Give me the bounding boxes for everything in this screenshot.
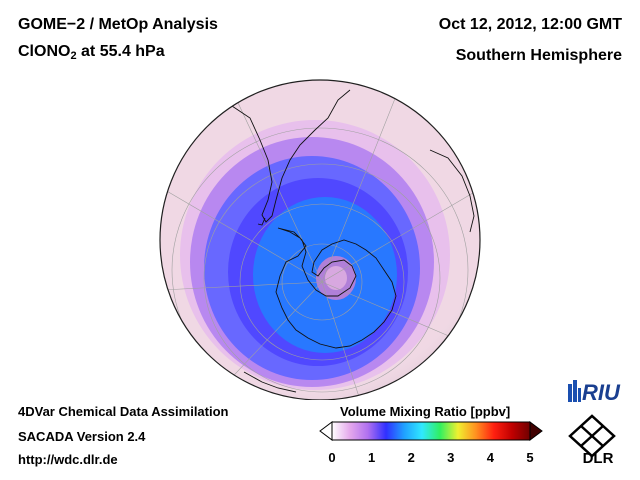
- riu-logo-text: RIU: [582, 380, 621, 405]
- species-level: at 55.4 hPa: [76, 43, 165, 60]
- footer-method: 4DVar Chemical Data Assimilation: [18, 404, 229, 419]
- footer-version: SACADA Version 2.4: [18, 429, 146, 444]
- dlr-logo: DLR: [568, 414, 616, 466]
- colorbar-bar: [331, 421, 531, 441]
- colorbar: [319, 421, 543, 441]
- date-time: Oct 12, 2012, 12:00 GMT: [438, 16, 622, 33]
- species-name: ClONO: [18, 43, 71, 60]
- region-label: Southern Hemisphere: [455, 47, 622, 64]
- globe-map: [159, 79, 481, 400]
- product-title: GOME−2 / MetOp Analysis: [18, 16, 218, 33]
- colorbar-tick-label: 3: [447, 450, 455, 465]
- colorbar-tick-label: 0: [328, 450, 336, 465]
- colorbar-tick-label: 1: [367, 450, 376, 465]
- colorbar-tick-label: 2: [407, 450, 415, 465]
- globe-outline: [159, 79, 481, 400]
- dlr-logo-text: DLR: [583, 450, 614, 466]
- colorbar-title: Volume Mixing Ratio [ppbv]: [340, 404, 511, 419]
- species-title: ClONO2 at 55.4 hPa: [18, 43, 165, 62]
- colorbar-tick-label: 4: [486, 450, 494, 465]
- globe-shading: [160, 80, 480, 400]
- species-subscript: 2: [70, 50, 77, 62]
- colorbar-over-arrow: [529, 421, 543, 441]
- footer-url: http://wdc.dlr.de: [18, 452, 118, 467]
- colorbar-tick-label: 5: [526, 450, 534, 465]
- colorbar-under-arrow: [319, 421, 333, 441]
- riu-logo: RIU: [568, 380, 621, 405]
